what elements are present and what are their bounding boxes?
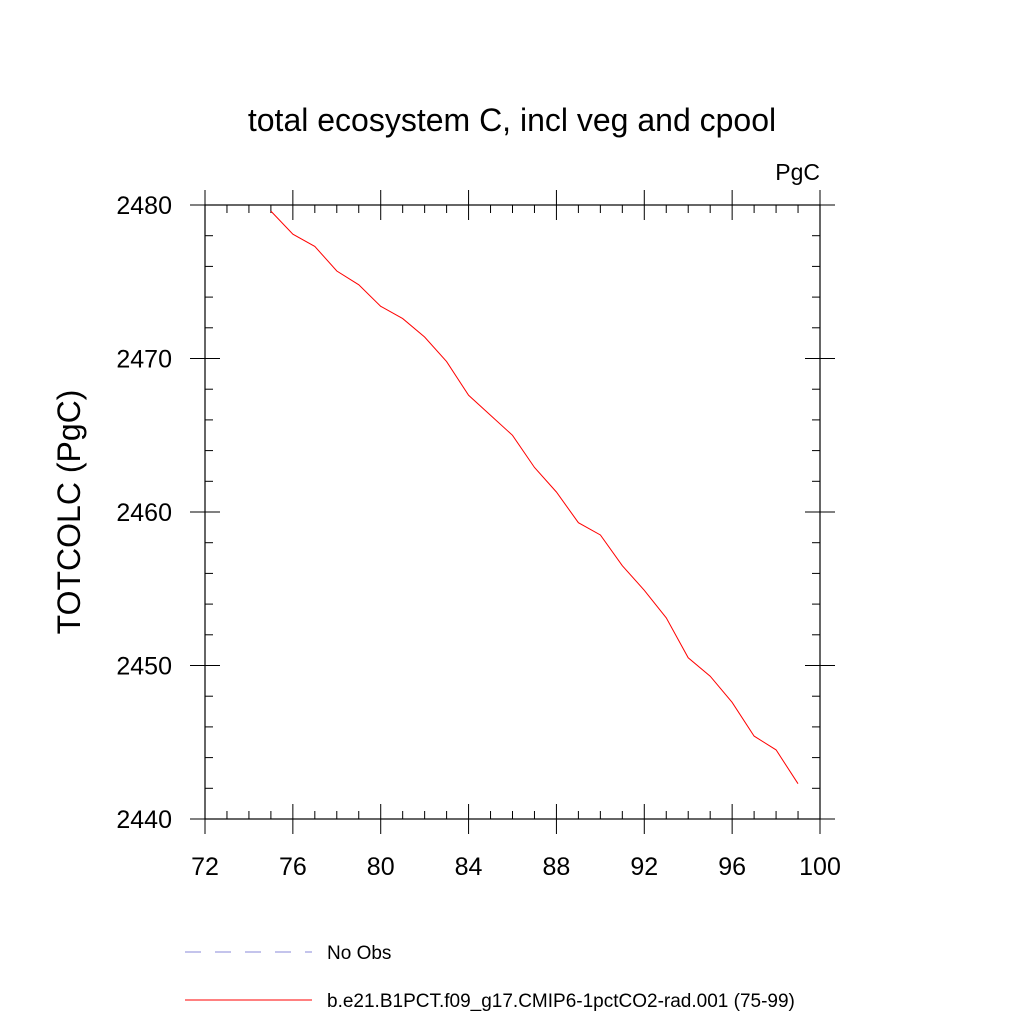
x-tick-label: 88	[543, 853, 571, 881]
x-tick-label: 80	[367, 853, 395, 881]
chart-title: total ecosystem C, incl veg and cpool	[248, 102, 776, 138]
y-tick-label: 2450	[116, 653, 172, 681]
x-tick-label: 96	[718, 853, 746, 881]
x-tick-label: 84	[455, 853, 483, 881]
y-tick-label: 2470	[116, 346, 172, 374]
plot-area	[270, 210, 799, 784]
plot-frame	[204, 204, 821, 820]
x-tick-label: 100	[799, 853, 841, 881]
units-label: PgC	[775, 159, 820, 185]
x-tick-label: 72	[191, 853, 219, 881]
axes: 72 76 80 84 88 92 96 100 2440 2450 2460 2470 2480	[116, 190, 841, 881]
legend: No Obs b.e21.B1PCT.f09_g17.CMIP6-1pctCO2-…	[185, 943, 795, 1012]
series-line	[270, 210, 799, 784]
legend-label: No Obs	[327, 943, 391, 964]
y-axis-label: TOTCOLC (PgC)	[51, 390, 87, 635]
x-tick-label: 92	[630, 853, 658, 881]
y-tick-label: 2440	[116, 806, 172, 834]
x-tick-label: 76	[279, 853, 307, 881]
y-tick-label: 2460	[116, 499, 172, 527]
legend-label: b.e21.B1PCT.f09_g17.CMIP6-1pctCO2-rad.00…	[327, 991, 795, 1012]
y-tick-label: 2480	[116, 192, 172, 220]
